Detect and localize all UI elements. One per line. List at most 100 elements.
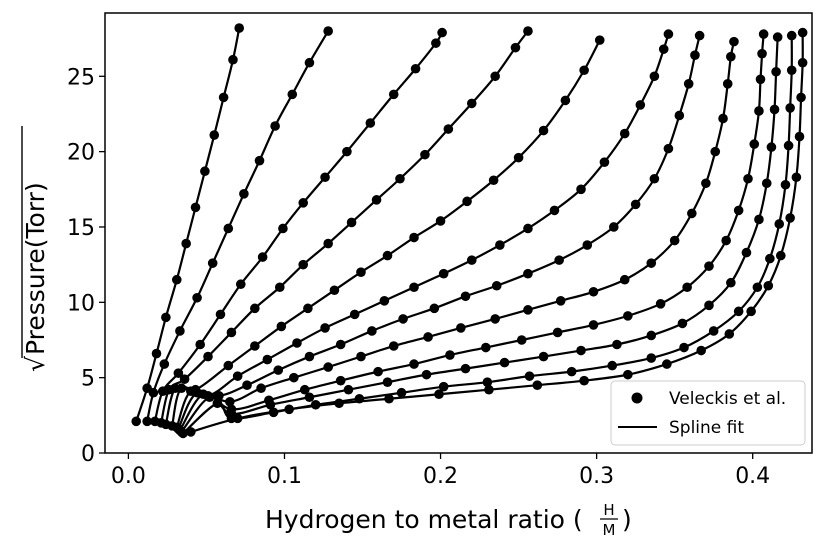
y-axis-label: √ Pressure(Torr) [21,126,50,372]
data-point [234,23,245,33]
data-point [646,330,657,341]
series-layer [131,23,808,439]
spline-fit-line [160,29,530,424]
data-point [677,318,688,329]
data-point [388,89,399,100]
x-axis-label: Hydrogen to metal ratio ( H M ) [265,501,632,539]
data-point [204,392,215,403]
data-point [365,118,376,128]
data-point [752,282,763,293]
data-point [619,274,630,285]
data-point [786,65,797,76]
x-tick-label: 0.0 [111,464,146,489]
data-point [186,427,196,437]
data-point [207,258,218,268]
data-point [754,214,764,225]
data-point [538,125,549,136]
data-point [232,371,243,381]
data-point [265,399,276,410]
series-11 [178,30,797,439]
data-point [356,351,366,362]
data-point [159,359,170,369]
data-point [733,306,744,317]
data-point [409,359,419,369]
data-point [212,398,223,409]
data-point [722,79,733,89]
data-point [761,178,772,189]
series-12 [186,27,808,437]
data-point [335,339,346,350]
data-point [176,383,187,394]
data-point [349,309,360,320]
y-tick-label: 0 [81,442,95,467]
data-point [708,326,719,336]
data-point [579,65,589,76]
data-point [200,166,210,177]
data-point [623,369,633,380]
legend-marker-veleckis [631,392,643,404]
data-point [250,341,260,351]
data-point [382,250,393,261]
spline-fit-line [189,31,804,433]
data-point [771,66,781,77]
y-tick-label: 5 [81,367,95,392]
legend-label-veleckis: Veleckis et al. [669,389,786,409]
data-point [576,184,586,195]
data-point [323,238,333,249]
data-point [481,342,491,353]
series-5 [161,35,605,430]
data-point [284,404,294,415]
data-point [635,100,646,110]
data-point [329,285,340,296]
data-point [223,223,234,234]
data-point [484,384,494,395]
data-point [743,173,753,184]
data-point [774,219,785,229]
data-point [379,296,390,306]
data-point [796,92,806,103]
data-point [775,250,786,261]
data-point [171,274,182,285]
data-point [250,303,260,314]
data-point [599,157,610,167]
data-point [466,255,477,265]
data-point [785,103,795,113]
data-point [178,428,188,439]
series-3 [150,27,447,427]
data-point [780,179,791,190]
data-point [726,277,736,288]
spline-fit-line [153,31,444,423]
data-point [663,143,674,154]
data-point [726,51,736,62]
x-tick-label: 0.1 [267,464,302,489]
data-point [772,32,783,42]
data-point [588,320,599,330]
data-point [292,338,302,348]
series-2 [142,26,333,427]
x-axis-label-close-paren: ) [622,505,632,534]
data-point [488,175,499,186]
data-point [225,396,235,407]
data-point [607,360,618,371]
data-point [438,381,449,392]
data-point [278,223,288,234]
spline-fit-line [175,34,701,429]
data-point [532,380,543,390]
data-point [757,48,767,59]
data-point [218,92,229,103]
data-point [304,392,315,403]
data-point [356,267,366,277]
data-point [456,323,466,333]
data-point [797,57,808,68]
y-tick-label: 15 [67,216,95,241]
data-point [398,314,408,324]
series-8 [173,36,739,434]
data-point [335,375,346,386]
data-point [763,280,774,291]
data-point [683,79,694,89]
data-point [460,363,471,374]
y-tick-label: 20 [67,141,95,166]
data-point [696,345,706,356]
y-axis-ticks: 0 5 10 15 20 25 [67,65,105,467]
